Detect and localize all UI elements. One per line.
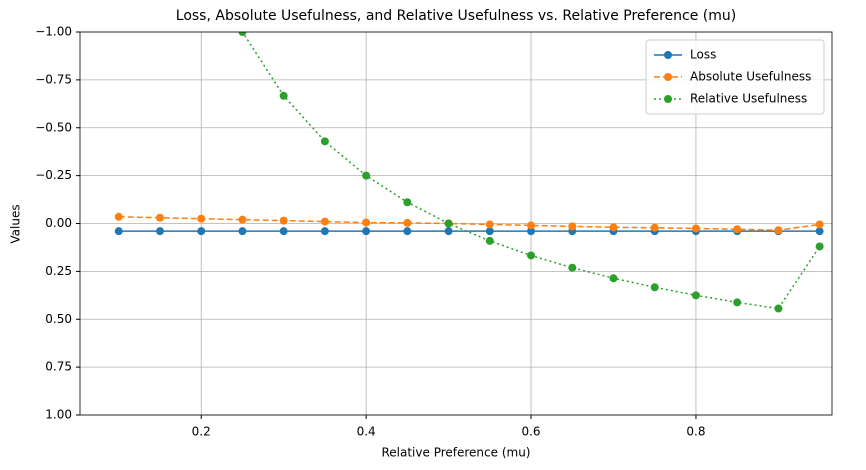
y-tick-label: −1.00 xyxy=(35,25,72,39)
data-point xyxy=(362,227,371,236)
data-point xyxy=(197,227,206,236)
data-point xyxy=(815,220,824,229)
data-point xyxy=(609,223,618,232)
data-point xyxy=(774,304,783,313)
data-point xyxy=(362,218,371,227)
y-tick-label: 0.50 xyxy=(45,312,72,326)
chart-title: Loss, Absolute Usefulness, and Relative … xyxy=(176,8,736,24)
plot-area xyxy=(114,32,824,313)
data-point xyxy=(485,227,494,236)
data-point xyxy=(279,91,288,100)
data-point xyxy=(609,274,618,283)
data-point xyxy=(815,242,824,251)
data-point xyxy=(815,227,824,236)
data-point xyxy=(114,227,123,236)
y-tick-label: 1.00 xyxy=(45,408,72,422)
legend-marker xyxy=(664,95,672,103)
legend-label: Absolute Usefulness xyxy=(690,70,811,84)
data-point xyxy=(320,137,329,146)
legend-label: Relative Usefulness xyxy=(690,92,807,106)
data-point xyxy=(444,219,453,228)
plot-frame xyxy=(79,31,833,416)
data-point xyxy=(114,212,123,221)
data-point xyxy=(238,215,247,224)
data-point xyxy=(197,214,206,223)
legend-box xyxy=(645,39,825,115)
y-tick-label: 0.00 xyxy=(45,216,72,230)
data-point xyxy=(403,218,412,227)
data-point xyxy=(403,198,412,207)
data-point xyxy=(279,227,288,236)
data-point xyxy=(650,283,659,292)
data-point xyxy=(568,222,577,231)
data-point xyxy=(320,227,329,236)
data-point xyxy=(485,236,494,245)
data-point xyxy=(527,227,536,236)
data-point xyxy=(238,32,247,36)
data-point xyxy=(568,263,577,272)
y-tick-label: −0.50 xyxy=(35,120,72,134)
x-tick-label: 0.2 xyxy=(192,425,211,439)
data-point xyxy=(362,171,371,180)
data-point xyxy=(733,298,742,307)
data-point xyxy=(527,221,536,230)
data-point xyxy=(155,213,164,222)
data-point xyxy=(650,223,659,232)
data-point xyxy=(691,291,700,300)
data-point xyxy=(155,227,164,236)
data-point xyxy=(320,217,329,226)
y-axis-label: Values xyxy=(9,204,23,243)
y-tick-label: 0.75 xyxy=(45,360,72,374)
data-point xyxy=(485,220,494,229)
y-tick-label: 0.25 xyxy=(45,264,72,278)
legend: Loss Absolute Usefulness Relative Usefulne… xyxy=(645,39,825,115)
data-point xyxy=(238,227,247,236)
data-point xyxy=(279,216,288,225)
x-axis-label: Relative Preference (mu) xyxy=(381,446,530,460)
data-point xyxy=(527,251,536,260)
legend-label: Loss xyxy=(690,48,716,62)
x-tick-label: 0.8 xyxy=(686,425,705,439)
data-point xyxy=(691,224,700,233)
x-tick-label: 0.4 xyxy=(357,425,376,439)
data-point xyxy=(733,225,742,234)
y-tick-label: −0.25 xyxy=(35,168,72,182)
legend-marker xyxy=(664,51,672,59)
legend-marker xyxy=(664,73,672,81)
x-tick-label: 0.6 xyxy=(521,425,540,439)
data-point xyxy=(444,227,453,236)
data-point xyxy=(774,226,783,235)
y-tick-label: −0.75 xyxy=(35,72,72,86)
data-point xyxy=(403,227,412,236)
